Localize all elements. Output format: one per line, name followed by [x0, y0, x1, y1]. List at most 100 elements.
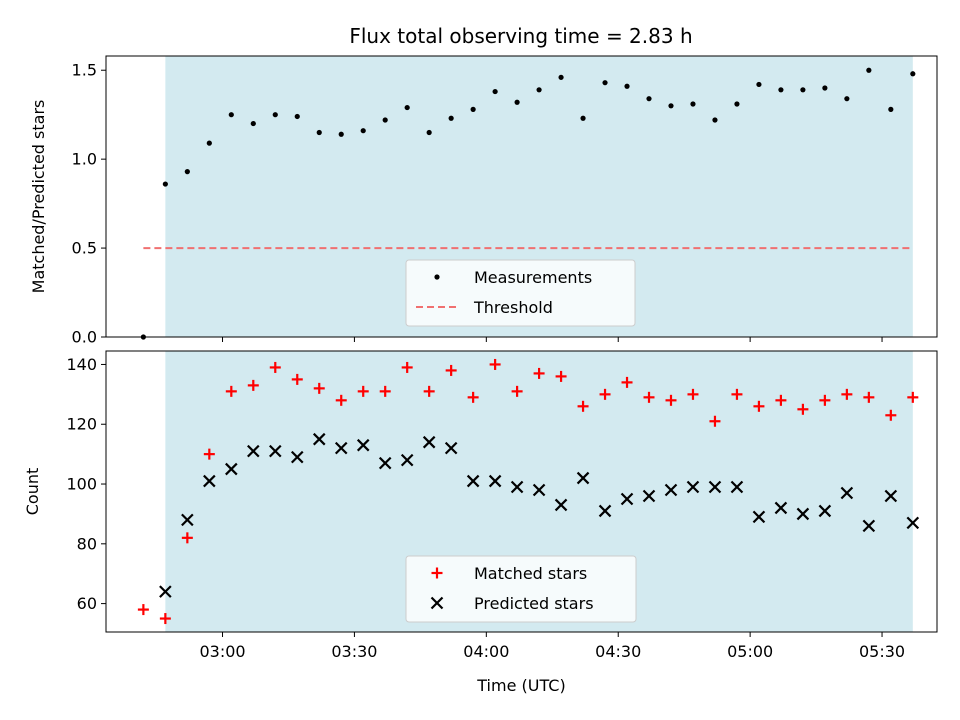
matched-star-point: [181, 532, 193, 544]
x-tick-label: 03:30: [331, 642, 377, 661]
measurement-point: [316, 129, 322, 136]
measurement-point: [558, 74, 564, 80]
matched-star-point: [511, 385, 523, 397]
predicted-star-point: [774, 501, 788, 515]
matched-star-point: [445, 364, 457, 376]
legend-predicted-label: Predicted stars: [474, 594, 594, 613]
measurement-point: [338, 131, 344, 137]
measurement-point: [844, 96, 850, 102]
y-tick-label: 140: [66, 355, 97, 374]
x-axis-label: Time (UTC): [476, 676, 565, 695]
legend-predicted-marker: [430, 596, 444, 610]
measurement-point: [602, 80, 608, 86]
measurement-point: [272, 112, 278, 118]
measurement-point: [360, 128, 366, 134]
measurement-point: [184, 169, 190, 175]
measurement-point: [734, 101, 740, 107]
measurement-point: [756, 81, 762, 88]
ratio-panel: 0.0 0.5 1.0 1.5 Matched/Predicted stars Mea…: [29, 55, 938, 347]
matched-star-point: [269, 361, 281, 373]
predicted-star-point: [290, 450, 304, 464]
matched-star-point: [335, 394, 347, 406]
matched-star-point: [797, 403, 809, 415]
x-tick-label: 04:00: [463, 642, 509, 661]
predicted-star-point: [664, 483, 678, 497]
x-tick-label: 05:00: [727, 642, 773, 661]
matched-star-point: [225, 385, 237, 397]
predicted-star-point: [225, 462, 238, 476]
predicted-star-point: [488, 474, 502, 488]
ratio-marks: [140, 67, 916, 340]
measurement-point: [624, 83, 630, 89]
y-tick-label: 80: [77, 534, 97, 553]
measurement-point: [426, 129, 432, 136]
matched-star-point: [907, 391, 919, 403]
count-legend: Matched stars Predicted stars: [405, 555, 637, 623]
matched-star-point: [379, 385, 391, 397]
legend-matched-label: Matched stars: [474, 564, 587, 583]
matched-star-point: [357, 385, 369, 397]
y-tick-label: 1.0: [72, 150, 97, 169]
ratio-legend-box: [405, 259, 636, 327]
matched-star-point: [533, 367, 545, 379]
measurement-point: [646, 96, 652, 102]
chart-title: Flux total observing time = 2.83 h: [349, 24, 692, 48]
matched-star-point: [489, 358, 501, 370]
matched-star-point: [819, 394, 831, 406]
measurement-point: [448, 115, 454, 121]
predicted-star-point: [510, 480, 524, 494]
predicted-star-point: [796, 507, 810, 521]
count-marks: [137, 358, 920, 625]
predicted-star-point: [730, 480, 744, 494]
predicted-star-point: [400, 453, 414, 467]
matched-star-point: [555, 370, 567, 382]
y-tick-label: 100: [66, 475, 97, 494]
matched-star-point: [467, 391, 479, 403]
matched-star-point: [577, 400, 589, 412]
predicted-star-point: [247, 444, 260, 458]
matched-star-point: [709, 415, 721, 427]
y-tick-label: 60: [77, 594, 97, 613]
matched-star-point: [423, 385, 435, 397]
predicted-star-point: [576, 471, 590, 485]
matched-star-point: [731, 388, 743, 400]
ratio-y-ticks: 0.0 0.5 1.0 1.5: [72, 61, 106, 347]
y-tick-label: 120: [66, 415, 97, 434]
predicted-star-point: [884, 489, 898, 503]
y-tick-label: 0.5: [72, 239, 97, 258]
matched-star-point: [621, 376, 633, 388]
legend-measurements-marker: [434, 274, 440, 280]
measurement-point: [382, 117, 388, 123]
predicted-star-point: [532, 483, 546, 497]
legend-measurements-label: Measurements: [474, 268, 592, 287]
matched-star-point: [863, 391, 875, 403]
predicted-star-point: [312, 432, 326, 446]
predicted-star-point: [686, 480, 700, 494]
legend-threshold-label: Threshold: [473, 298, 553, 317]
predicted-star-point: [466, 474, 480, 488]
ratio-panel-frame: [105, 55, 938, 338]
count-y-ticks: 60 80 100 120 140: [66, 355, 106, 613]
measurement-point: [822, 85, 828, 91]
measurement-point: [162, 181, 168, 187]
predicted-star-point: [378, 456, 392, 470]
measurement-point: [778, 87, 784, 93]
x-tick-label: 03:00: [199, 642, 245, 661]
measurement-point: [492, 88, 498, 95]
measurement-point: [580, 115, 586, 121]
measurement-point: [910, 71, 916, 77]
predicted-star-point: [554, 498, 568, 512]
predicted-star-point: [752, 510, 766, 524]
measurement-point: [888, 106, 894, 112]
legend-matched-marker: [431, 567, 443, 579]
measurement-point: [404, 104, 410, 111]
predicted-star-point: [422, 435, 436, 449]
measurement-point: [690, 101, 696, 107]
predicted-star-point: [620, 492, 634, 506]
matched-star-point: [313, 382, 325, 394]
matched-star-point: [687, 388, 699, 400]
matched-star-point: [599, 388, 611, 400]
measurement-point: [800, 87, 806, 93]
